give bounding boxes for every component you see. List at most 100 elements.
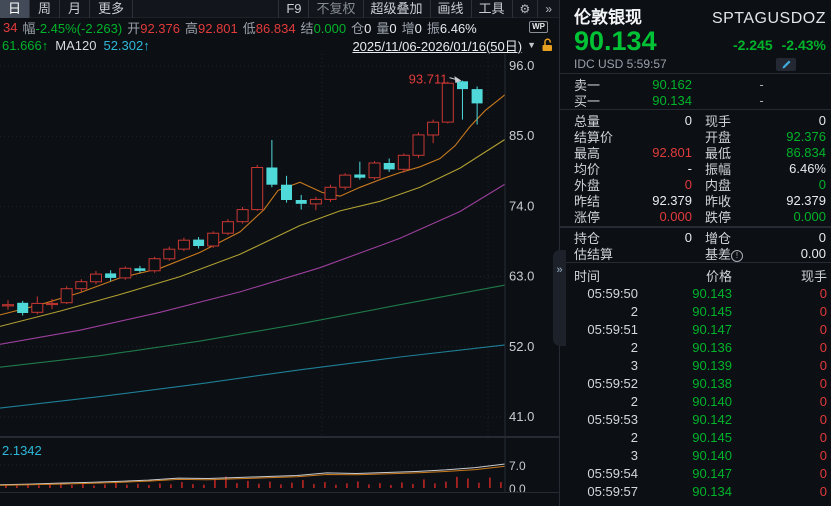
detail-label: 最高 bbox=[574, 145, 601, 161]
tick-price: 90.138 bbox=[692, 375, 732, 391]
position-row: 持仓 0 增仓 0 bbox=[560, 229, 831, 246]
price-change: -2.245 bbox=[732, 37, 773, 53]
tick-price: 90.134 bbox=[692, 483, 732, 499]
book-label: 买一 bbox=[574, 93, 601, 109]
chevron-down-icon[interactable]: ▼ bbox=[527, 40, 536, 50]
overflow-menu-icon[interactable]: » bbox=[537, 0, 559, 18]
wp-badge[interactable]: WP bbox=[529, 21, 548, 33]
chevrons-right-icon: » bbox=[556, 264, 563, 276]
tick-volume: 0 bbox=[819, 393, 827, 409]
svg-text:63.0: 63.0 bbox=[509, 269, 534, 284]
tick-time: 05:59:54 bbox=[587, 465, 638, 481]
candlestick-chart[interactable]: 96.0 85.0 74.0 63.0 52.0 41.0 93.711 bbox=[0, 54, 560, 437]
info-item-label: 结 bbox=[300, 20, 314, 36]
tab-日[interactable]: 日 bbox=[0, 0, 31, 18]
detail-label: 振幅 bbox=[705, 161, 732, 177]
position-row: 估结算 基差! 0.00 bbox=[560, 245, 831, 262]
collapse-handle[interactable]: » bbox=[553, 250, 566, 346]
menu-画线[interactable]: 画线 bbox=[429, 0, 471, 18]
detail-row: 结算价 开盘 92.376 bbox=[560, 128, 831, 145]
price-change-pct: -2.43% bbox=[781, 37, 826, 53]
detail-value: 86.834 bbox=[786, 144, 826, 160]
book-price: 90.134 bbox=[652, 92, 692, 108]
book-volume: - bbox=[759, 76, 764, 92]
svg-text:93.711: 93.711 bbox=[409, 72, 448, 87]
detail-label: 估结算 bbox=[574, 246, 614, 262]
info-item-label: 幅 bbox=[22, 20, 36, 36]
time-sales-row: 05:59:51 90.147 0 bbox=[560, 320, 831, 338]
info-item-label: 增 bbox=[401, 20, 415, 36]
info-item: 结0.000 bbox=[301, 18, 347, 37]
svg-text:41.0: 41.0 bbox=[509, 409, 534, 424]
tab-月[interactable]: 月 bbox=[60, 0, 91, 18]
tick-time: 05:59:57 bbox=[587, 483, 638, 499]
tab-更多[interactable]: 更多 bbox=[90, 0, 134, 18]
tick-price: 90.143 bbox=[692, 285, 732, 301]
detail-label: 昨收 bbox=[705, 193, 732, 209]
detail-label: 增仓 bbox=[705, 230, 732, 246]
quote-panel: » 伦敦银现 SPTAGUSDOZ 90.134 -2.245 -2.43% I… bbox=[553, 0, 831, 506]
indicator-chart[interactable]: 7.0 0.0 bbox=[0, 437, 560, 506]
detail-label: 内盘 bbox=[705, 177, 732, 193]
time-sales-header: 时间 价格 现手 bbox=[560, 266, 831, 284]
info-item-value: 34 bbox=[3, 19, 18, 35]
indicator-value: 2.1342 bbox=[2, 443, 42, 458]
info-item: 开92.376 bbox=[127, 18, 180, 37]
ma-value: 61.666↑ bbox=[2, 37, 49, 53]
svg-text:96.0: 96.0 bbox=[509, 58, 534, 73]
unlock-icon[interactable] bbox=[541, 38, 554, 52]
svg-text:52.0: 52.0 bbox=[509, 339, 534, 354]
date-range[interactable]: 2025/11/06-2026/01/16(50日) bbox=[352, 38, 523, 54]
quote-details: 总量 0 现手 0 结算价 开盘 92.376 最高 92.801 最低 86.834 均价 - 振幅 6.… bbox=[560, 110, 831, 228]
book-label: 卖一 bbox=[574, 77, 601, 93]
tick-time: 2 bbox=[630, 303, 638, 319]
tick-volume: 0 bbox=[819, 447, 827, 463]
svg-text:0.0: 0.0 bbox=[509, 482, 526, 496]
detail-label: 跌停 bbox=[705, 209, 732, 225]
position-details: 持仓 0 增仓 0 估结算 基差! 0.00 bbox=[560, 228, 831, 263]
info-item-value: 6.46% bbox=[439, 20, 477, 36]
detail-value: 0.000 bbox=[659, 208, 692, 224]
detail-label: 结算价 bbox=[574, 129, 614, 145]
info-item-label: 高 bbox=[184, 20, 198, 36]
tick-price: 90.147 bbox=[692, 321, 732, 337]
menu-不复权[interactable]: 不复权 bbox=[308, 0, 362, 18]
info-item-value: 0.000 bbox=[313, 20, 347, 36]
col-price: 价格 bbox=[705, 268, 732, 284]
detail-row: 外盘 0 内盘 0 bbox=[560, 176, 831, 193]
chart-toolbar: 日周月更多 F9 不复权 超级叠加 画线 工具 ⚙» bbox=[0, 0, 559, 18]
info-item-value: 86.834 bbox=[255, 20, 296, 36]
menu-F9[interactable]: F9 bbox=[278, 0, 308, 18]
info-icon[interactable]: ! bbox=[731, 249, 744, 262]
gear-icon[interactable]: ⚙ bbox=[511, 0, 538, 18]
tick-volume: 0 bbox=[819, 321, 827, 337]
tick-time: 05:59:50 bbox=[587, 285, 638, 301]
info-item-value: 92.801 bbox=[198, 20, 238, 36]
order-book: 卖一 90.162 - 买一 90.134 - bbox=[560, 74, 831, 110]
detail-value: 0 bbox=[818, 176, 826, 192]
tick-time: 3 bbox=[630, 447, 638, 463]
detail-label: 昨结 bbox=[574, 193, 601, 209]
tick-price: 90.139 bbox=[692, 357, 732, 373]
last-price: 90.134 bbox=[574, 26, 657, 56]
edit-icon[interactable] bbox=[776, 57, 796, 71]
detail-label: 开盘 bbox=[705, 129, 732, 145]
detail-value: 92.801 bbox=[652, 144, 692, 160]
detail-label: 现手 bbox=[705, 113, 732, 129]
menu-工具[interactable]: 工具 bbox=[470, 0, 512, 18]
detail-value: - bbox=[687, 160, 692, 176]
info-item: 增0 bbox=[402, 18, 422, 37]
info-item: 振6.46% bbox=[427, 18, 477, 37]
detail-label: 涨停 bbox=[574, 209, 601, 225]
info-item-value: -2.45%(-2.263) bbox=[35, 20, 123, 36]
detail-row: 涨停 0.000 跌停 0.000 bbox=[560, 208, 831, 225]
menu-超级叠加[interactable]: 超级叠加 bbox=[362, 0, 430, 18]
time-sales-table: 时间 价格 现手 05:59:50 90.143 0 2 90.145 0 05:59:51 90.… bbox=[560, 263, 831, 500]
tick-volume: 0 bbox=[819, 357, 827, 373]
info-item-value: 92.376 bbox=[140, 20, 180, 36]
time-sales-row: 2 90.145 0 bbox=[560, 428, 831, 446]
info-item: 仓0 bbox=[351, 18, 371, 37]
detail-value: 92.376 bbox=[786, 128, 826, 144]
price-info-bar: 34 幅-2.45%(-2.263) 开92.376 高92.801 低86.834 结0… bbox=[0, 18, 559, 36]
tab-周[interactable]: 周 bbox=[30, 0, 61, 18]
